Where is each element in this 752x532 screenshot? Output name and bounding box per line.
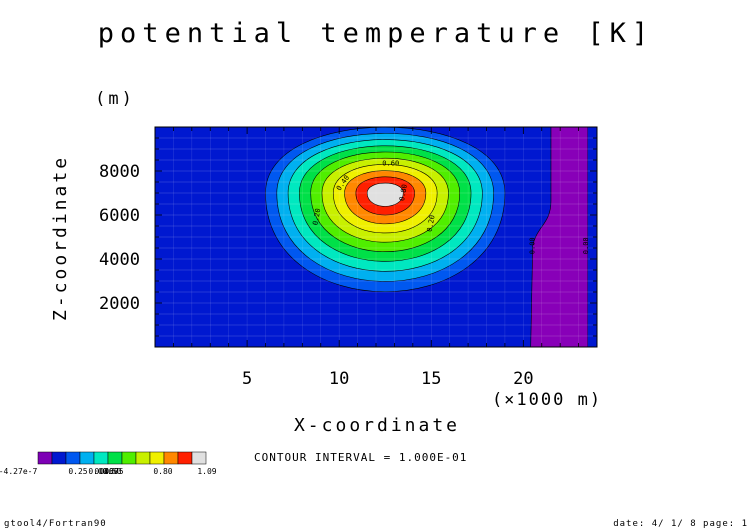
legend-label: -4.27e-7 bbox=[0, 467, 37, 476]
x-tick-label: 5 bbox=[242, 369, 252, 389]
x-tick-label: 10 bbox=[329, 369, 349, 389]
x-tick-label: 20 bbox=[513, 369, 533, 389]
boundary-edge bbox=[587, 127, 597, 347]
legend-label-overlap: 0.40 bbox=[94, 467, 113, 476]
legend-swatch bbox=[51, 451, 67, 465]
legend-swatch bbox=[79, 451, 95, 465]
y-unit-label: (m) bbox=[95, 89, 135, 109]
contour-interval-text: CONTOUR INTERVAL = 1.000E-01 bbox=[254, 451, 467, 464]
legend-swatch bbox=[191, 451, 207, 465]
legend-swatch bbox=[121, 451, 137, 465]
y-tick-label: 4000 bbox=[99, 250, 140, 270]
contour-band-11 bbox=[366, 182, 404, 207]
legend-label: 0.80 bbox=[153, 467, 172, 476]
plot-area: 0.200.400.600.800.200.00 0.00 bbox=[154, 126, 598, 348]
x-axis-label: X-coordinate bbox=[294, 415, 460, 436]
grid-lines bbox=[155, 127, 597, 347]
contour-label-2: 0.60 bbox=[382, 160, 399, 168]
x-unit-label: (×1000 m) bbox=[492, 390, 602, 410]
boundary-region bbox=[530, 127, 597, 347]
y-tick-label: 8000 bbox=[99, 162, 140, 182]
legend-swatch bbox=[163, 451, 179, 465]
footer-right: date: 4/ 1/ 8 page: 1 bbox=[613, 519, 748, 529]
chart-title: potential temperature [K] bbox=[98, 18, 654, 49]
x-tick-label: 15 bbox=[421, 369, 441, 389]
contour-label-5: 0.00 bbox=[528, 237, 536, 254]
y-axis: 2000 4000 6000 8000 bbox=[99, 137, 597, 337]
legend-label-overlap: 0.75 bbox=[104, 467, 123, 476]
legend-label: 1.09 bbox=[197, 467, 216, 476]
legend-swatch bbox=[149, 451, 165, 465]
y-tick-label: 2000 bbox=[99, 294, 140, 314]
legend-swatch bbox=[107, 451, 123, 465]
legend-label: 0.50 bbox=[102, 467, 121, 476]
legend-label: 0.25 bbox=[68, 467, 87, 476]
bubble-contours bbox=[265, 127, 506, 292]
x-axis: 5 10 15 20 bbox=[173, 127, 579, 389]
legend-label-overlap: 0.00 bbox=[88, 467, 107, 476]
legend-swatch bbox=[65, 451, 81, 465]
contour-label-4: 0.20 bbox=[426, 214, 437, 232]
y-axis-label: Z-coordinate bbox=[50, 155, 71, 321]
legend-swatch bbox=[37, 451, 53, 465]
footer-left: gtool4/Fortran90 bbox=[4, 519, 107, 529]
color-legend: -4.27e-7 0.25 0.50 0.80 1.09 0.000.400.600.75 bbox=[0, 451, 217, 476]
boundary-shape bbox=[530, 127, 589, 347]
legend-swatch bbox=[93, 451, 109, 465]
contour-label-0: 0.20 bbox=[312, 208, 323, 226]
legend-swatch bbox=[135, 451, 151, 465]
contour-label-6: 0.00 bbox=[582, 237, 590, 254]
y-tick-label: 6000 bbox=[99, 206, 140, 226]
contour-label-3: 0.80 bbox=[398, 184, 409, 202]
legend-label-overlap: 0.60 bbox=[99, 467, 118, 476]
legend-swatch bbox=[177, 451, 193, 465]
